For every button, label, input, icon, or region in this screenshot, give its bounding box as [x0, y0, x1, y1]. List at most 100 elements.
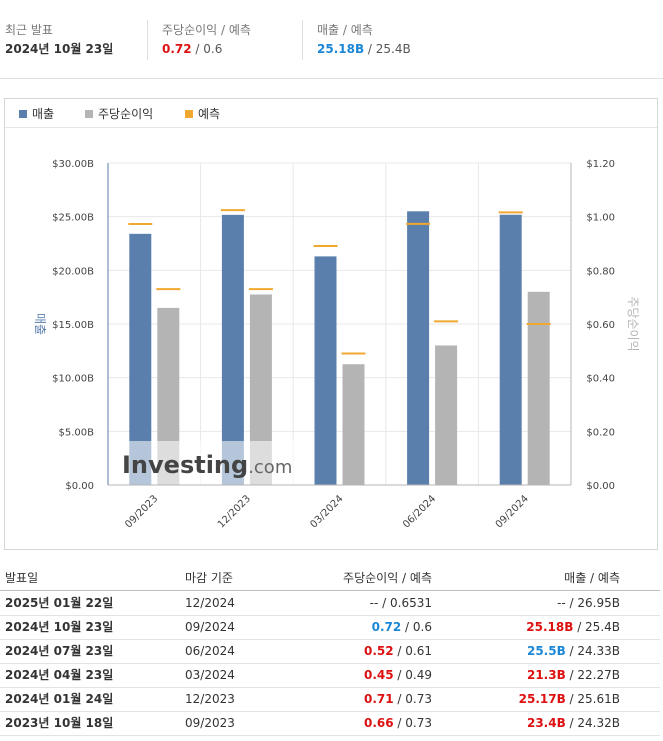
release-date: 2024년 01월 24일: [5, 692, 114, 706]
eps-actual: 0.45: [364, 668, 394, 682]
legend-forecast-label: 예측: [198, 107, 221, 121]
release-date: 2023년 10월 18일: [5, 716, 114, 730]
watermark-group: Investing.com: [114, 441, 296, 485]
y-axis-tick-label: $30.00B: [52, 159, 94, 170]
eps-summary-block: 주당순이익 / 예측 0.72 / 0.6: [162, 22, 251, 58]
revenue-bar: [499, 214, 522, 485]
revenue-summary-block: 매출 / 예측 25.18B / 25.4B: [317, 22, 411, 58]
separator: /: [378, 596, 390, 610]
revenue-forecast: 26.95B: [577, 596, 620, 610]
y-axis-title: 매출: [33, 313, 47, 335]
latest-earnings-summary: 최근 발표 2024년 10월 23일 주당순이익 / 예측 0.72 / 0.…: [0, 0, 663, 79]
y2-axis-tick-label: $1.00: [586, 213, 615, 224]
eps-bar: [527, 291, 550, 485]
revenue-cell: 25.5B / 24.33B: [527, 639, 620, 663]
y2-axis-title: 주당순이익: [626, 296, 640, 351]
eps-cell: 0.45 / 0.49: [364, 663, 432, 687]
table-row: 2024년 07월 23일 06/2024 0.52 / 0.61 25.5B / 2…: [0, 639, 660, 664]
period-end: 09/2023: [185, 716, 235, 730]
revenue-cell: 21.3B / 22.27B: [527, 663, 620, 687]
revenue-actual: 21.3B: [526, 668, 566, 682]
legend-eps-label: 주당순이익: [98, 107, 154, 121]
eps-bar: [157, 307, 180, 485]
y-axis-tick-label: $15.00B: [52, 320, 94, 331]
revenue-actual: 25.17B: [518, 692, 566, 706]
revenue-forecast: 25.4B: [375, 42, 411, 56]
revenue-actual: 23.4B: [526, 716, 566, 730]
separator: /: [393, 668, 406, 682]
x-axis-tick-label: 03/2024: [308, 493, 345, 530]
revenue-summary-label: 매출 / 예측: [317, 23, 373, 37]
eps-actual: 0.72: [371, 620, 402, 634]
x-axis-tick-label: 06/2024: [401, 493, 438, 530]
chart-grid: [108, 162, 571, 485]
earnings-chart: Investing.com $0.00 $0.00 $5.00B $0.20 $10.0…: [33, 159, 640, 530]
eps-summary-value: 0.72 / 0.6: [162, 42, 223, 56]
summary-divider: [302, 20, 303, 60]
y2-axis-tick-label: $0.60: [586, 320, 615, 331]
eps-bar: [249, 294, 272, 485]
legend-forecast-swatch: [185, 110, 193, 118]
release-date: 2025년 01월 22일: [5, 596, 114, 610]
y-axis-tick-label: $25.00B: [52, 213, 94, 224]
y-axis-tick-label: $10.00B: [52, 374, 94, 385]
header-revenue[interactable]: 매출 / 예측: [564, 571, 620, 585]
revenue-bar: [221, 214, 244, 485]
separator: /: [565, 644, 578, 658]
x-axis-tick-label: 09/2023: [123, 493, 160, 530]
latest-release-block: 최근 발표 2024년 10월 23일: [5, 22, 113, 58]
watermark-domain: .com: [248, 457, 292, 478]
separator: /: [565, 716, 578, 730]
revenue-actual: 25.18B: [526, 620, 574, 634]
y2-axis-tick-label: $0.80: [586, 266, 615, 277]
legend-eps[interactable]: 주당순이익: [85, 106, 153, 122]
revenue-forecast: 24.33B: [577, 644, 620, 658]
y2-axis-tick-label: $1.20: [586, 159, 615, 170]
chart-bars: [129, 211, 550, 486]
table-row: 2023년 10월 18일 09/2023 0.66 / 0.73 23.4B / 2…: [0, 711, 660, 736]
table-row: 2024년 04월 23일 03/2024 0.45 / 0.49 21.3B / 2…: [0, 663, 660, 688]
y2-axis-tick-label: $0.40: [586, 374, 615, 385]
watermark-backdrop: [114, 441, 296, 485]
separator: /: [393, 644, 406, 658]
header-eps[interactable]: 주당순이익 / 예측: [343, 571, 432, 585]
table-row: 2025년 01월 22일 12/2024 -- / 0.6531 -- / 26.9…: [0, 591, 660, 616]
revenue-forecast: 25.4B: [585, 620, 620, 634]
y2-axis-tick-label: $0.00: [586, 481, 615, 492]
latest-release-label: 최근 발표: [5, 23, 53, 37]
revenue-summary-value: 25.18B / 25.4B: [317, 42, 411, 56]
eps-forecast: 0.49: [405, 668, 432, 682]
eps-actual: 0.72: [162, 42, 192, 56]
revenue-bar: [314, 256, 337, 485]
eps-bar: [342, 364, 365, 485]
header-release-date[interactable]: 발표일: [5, 571, 39, 585]
legend-revenue[interactable]: 매출: [19, 106, 54, 122]
legend-divider: [5, 127, 657, 128]
header-period-end[interactable]: 마감 기준: [185, 571, 233, 585]
period-end: 06/2024: [185, 644, 235, 658]
revenue-actual: 25.18B: [317, 42, 365, 56]
eps-cell: 0.71 / 0.73: [364, 687, 432, 711]
y2-axis-tick-label: $0.20: [586, 427, 615, 438]
latest-release-date: 2024년 10월 23일: [5, 42, 114, 56]
eps-forecast: 0.73: [405, 692, 432, 706]
revenue-actual: --: [557, 596, 566, 610]
forecast-markers: [128, 209, 551, 355]
eps-forecast: 0.61: [405, 644, 432, 658]
eps-cell: -- / 0.6531: [370, 591, 432, 615]
revenue-forecast: 22.27B: [577, 668, 620, 682]
eps-summary-label: 주당순이익 / 예측: [162, 23, 251, 37]
summary-divider: [147, 20, 148, 60]
watermark-text: Investing.com: [122, 451, 292, 479]
legend-forecast[interactable]: 예측: [185, 106, 220, 122]
eps-cell: 0.52 / 0.61: [364, 639, 432, 663]
revenue-cell: -- / 26.95B: [557, 591, 620, 615]
release-date: 2024년 04월 23일: [5, 668, 114, 682]
separator: /: [565, 692, 578, 706]
eps-cell: 0.66 / 0.73: [364, 711, 432, 735]
legend-revenue-label: 매출: [32, 107, 55, 121]
x-axis-tick-label: 12/2023: [216, 493, 253, 530]
revenue-actual: 25.5B: [526, 644, 566, 658]
y-axis-tick-label: $20.00B: [52, 266, 94, 277]
revenue-cell: 23.4B / 24.32B: [527, 711, 620, 735]
